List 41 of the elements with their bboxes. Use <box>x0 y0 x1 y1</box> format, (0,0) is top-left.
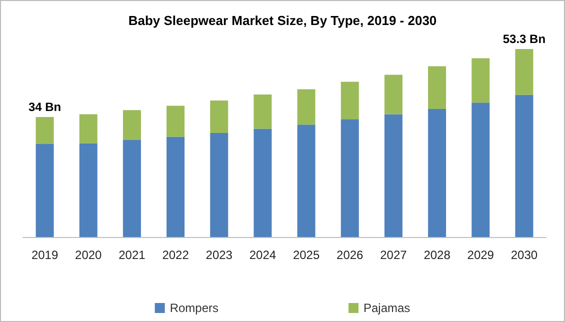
legend-label: Rompers <box>170 301 219 315</box>
bar <box>515 49 534 95</box>
x-tick-label: 2022 <box>162 248 190 262</box>
x-tick-label: 2019 <box>31 248 58 262</box>
bar <box>122 110 141 140</box>
bar <box>79 114 98 144</box>
bar <box>254 94 272 129</box>
x-tick-label: 2025 <box>292 248 320 262</box>
legend-label: Pajamas <box>363 301 410 315</box>
annotation: 53.3 Bn <box>502 32 546 46</box>
bar <box>36 117 54 144</box>
x-tick-label: 2028 <box>424 248 451 262</box>
bar <box>428 66 446 109</box>
bar <box>36 144 54 237</box>
bar <box>340 119 359 237</box>
x-tick-label: 2027 <box>380 248 408 262</box>
bar <box>122 140 141 237</box>
x-tick-label: 2020 <box>75 248 102 262</box>
x-tick-label: 2029 <box>467 248 494 262</box>
bar <box>166 106 185 137</box>
annotation: 34 Bn <box>28 100 62 114</box>
bar <box>472 58 490 103</box>
x-tick-label: 2021 <box>118 248 146 262</box>
bar <box>384 114 402 237</box>
bar <box>210 100 228 134</box>
bar <box>428 108 446 237</box>
bar <box>472 102 490 237</box>
bar <box>79 143 98 237</box>
x-tick-label: 2026 <box>336 248 364 262</box>
x-tick-label: 2030 <box>510 248 538 262</box>
x-tick-label: 2024 <box>249 248 276 262</box>
bar <box>297 124 316 237</box>
x-tick-label: 2023 <box>206 248 233 262</box>
bar <box>254 128 272 237</box>
chart-title: Baby Sleepwear Market Size, By Type, 2019 - 2030 <box>128 13 437 28</box>
bar <box>515 94 534 237</box>
bar <box>340 82 359 120</box>
bar <box>384 74 402 114</box>
bar <box>166 136 185 237</box>
bar <box>210 133 228 237</box>
bar <box>297 89 316 125</box>
